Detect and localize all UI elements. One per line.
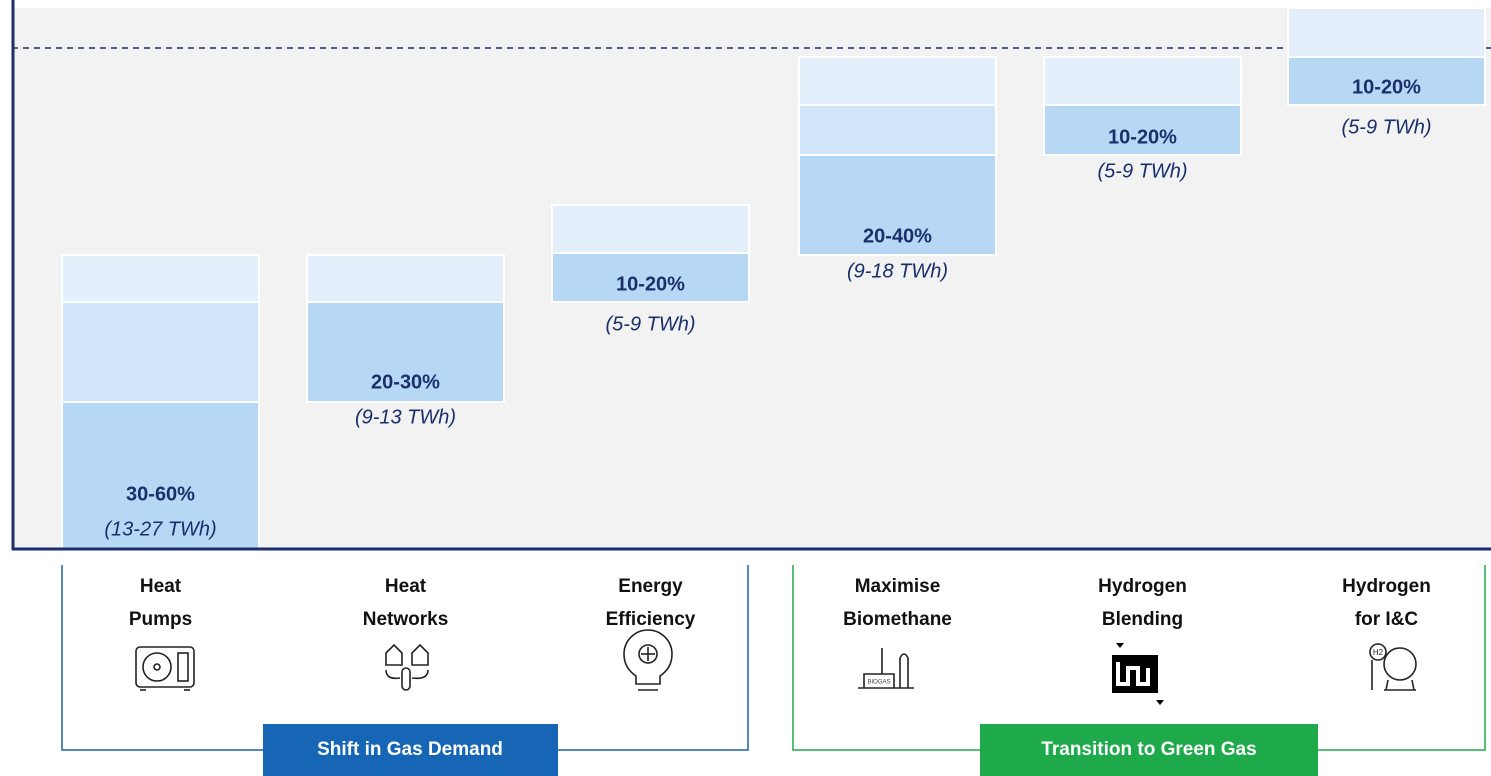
group-tag (263, 724, 558, 776)
energy-label: (5-9 TWh) (606, 313, 696, 335)
energy-label: (9-18 TWh) (847, 260, 948, 282)
column-label: Hydrogen (1342, 576, 1431, 597)
share-label: 30-60% (126, 483, 195, 505)
energy-label: (13-27 TWh) (104, 518, 216, 540)
energy-label: (5-9 TWh) (1342, 116, 1432, 138)
icon-biomethane: BIOGAS (858, 648, 914, 689)
bar-segment (798, 56, 997, 106)
column-label: Maximise (855, 576, 941, 597)
bar-segment (1287, 56, 1486, 106)
bar-segment (306, 254, 505, 303)
share-label: 10-20% (1108, 126, 1177, 148)
column-label: Heat (385, 576, 427, 597)
bar-segment (61, 401, 260, 550)
bar-segment (551, 204, 750, 254)
bar-segment (61, 301, 260, 403)
column-label: Energy (618, 576, 683, 597)
bar-segment (798, 104, 997, 156)
icon-hydrogen: H2 (1369, 643, 1417, 691)
share-label: 10-20% (1352, 76, 1421, 98)
energy-label: (9-13 TWh) (355, 406, 456, 428)
icon-heat-network (385, 643, 429, 691)
icon-efficiency (623, 629, 673, 691)
bar-segment (306, 301, 505, 403)
column-label: Pumps (129, 609, 192, 630)
group-name: Transition to Green Gas (1041, 739, 1256, 760)
icon-heat-pump (135, 646, 195, 691)
bar-segment (61, 254, 260, 303)
icons: BIOGAS H2 (135, 629, 1417, 705)
svg-text:BIOGAS: BIOGAS (867, 680, 890, 686)
column-label: Blending (1102, 609, 1183, 630)
share-label: 20-30% (371, 371, 440, 393)
share-label: 20-40% (863, 225, 932, 247)
group-tag (980, 724, 1318, 776)
bar-segment (1043, 56, 1242, 106)
bars (61, 7, 1486, 550)
energy-label: (5-9 TWh) (1098, 160, 1188, 182)
bar-segment (1287, 7, 1486, 58)
svg-text:H2: H2 (1373, 648, 1384, 657)
column-label: for I&C (1355, 609, 1419, 630)
column-label: Efficiency (606, 609, 696, 630)
column-label: Heat (140, 576, 182, 597)
bar-segment (551, 252, 750, 303)
bar-segment (1043, 104, 1242, 156)
column-label: Networks (363, 609, 449, 630)
share-label: 10-20% (616, 273, 685, 295)
bar-segment (798, 154, 997, 256)
column-label: Hydrogen (1098, 576, 1187, 597)
group-name: Shift in Gas Demand (317, 739, 503, 760)
icon-blending (1112, 643, 1164, 705)
column-label: Biomethane (843, 609, 952, 630)
